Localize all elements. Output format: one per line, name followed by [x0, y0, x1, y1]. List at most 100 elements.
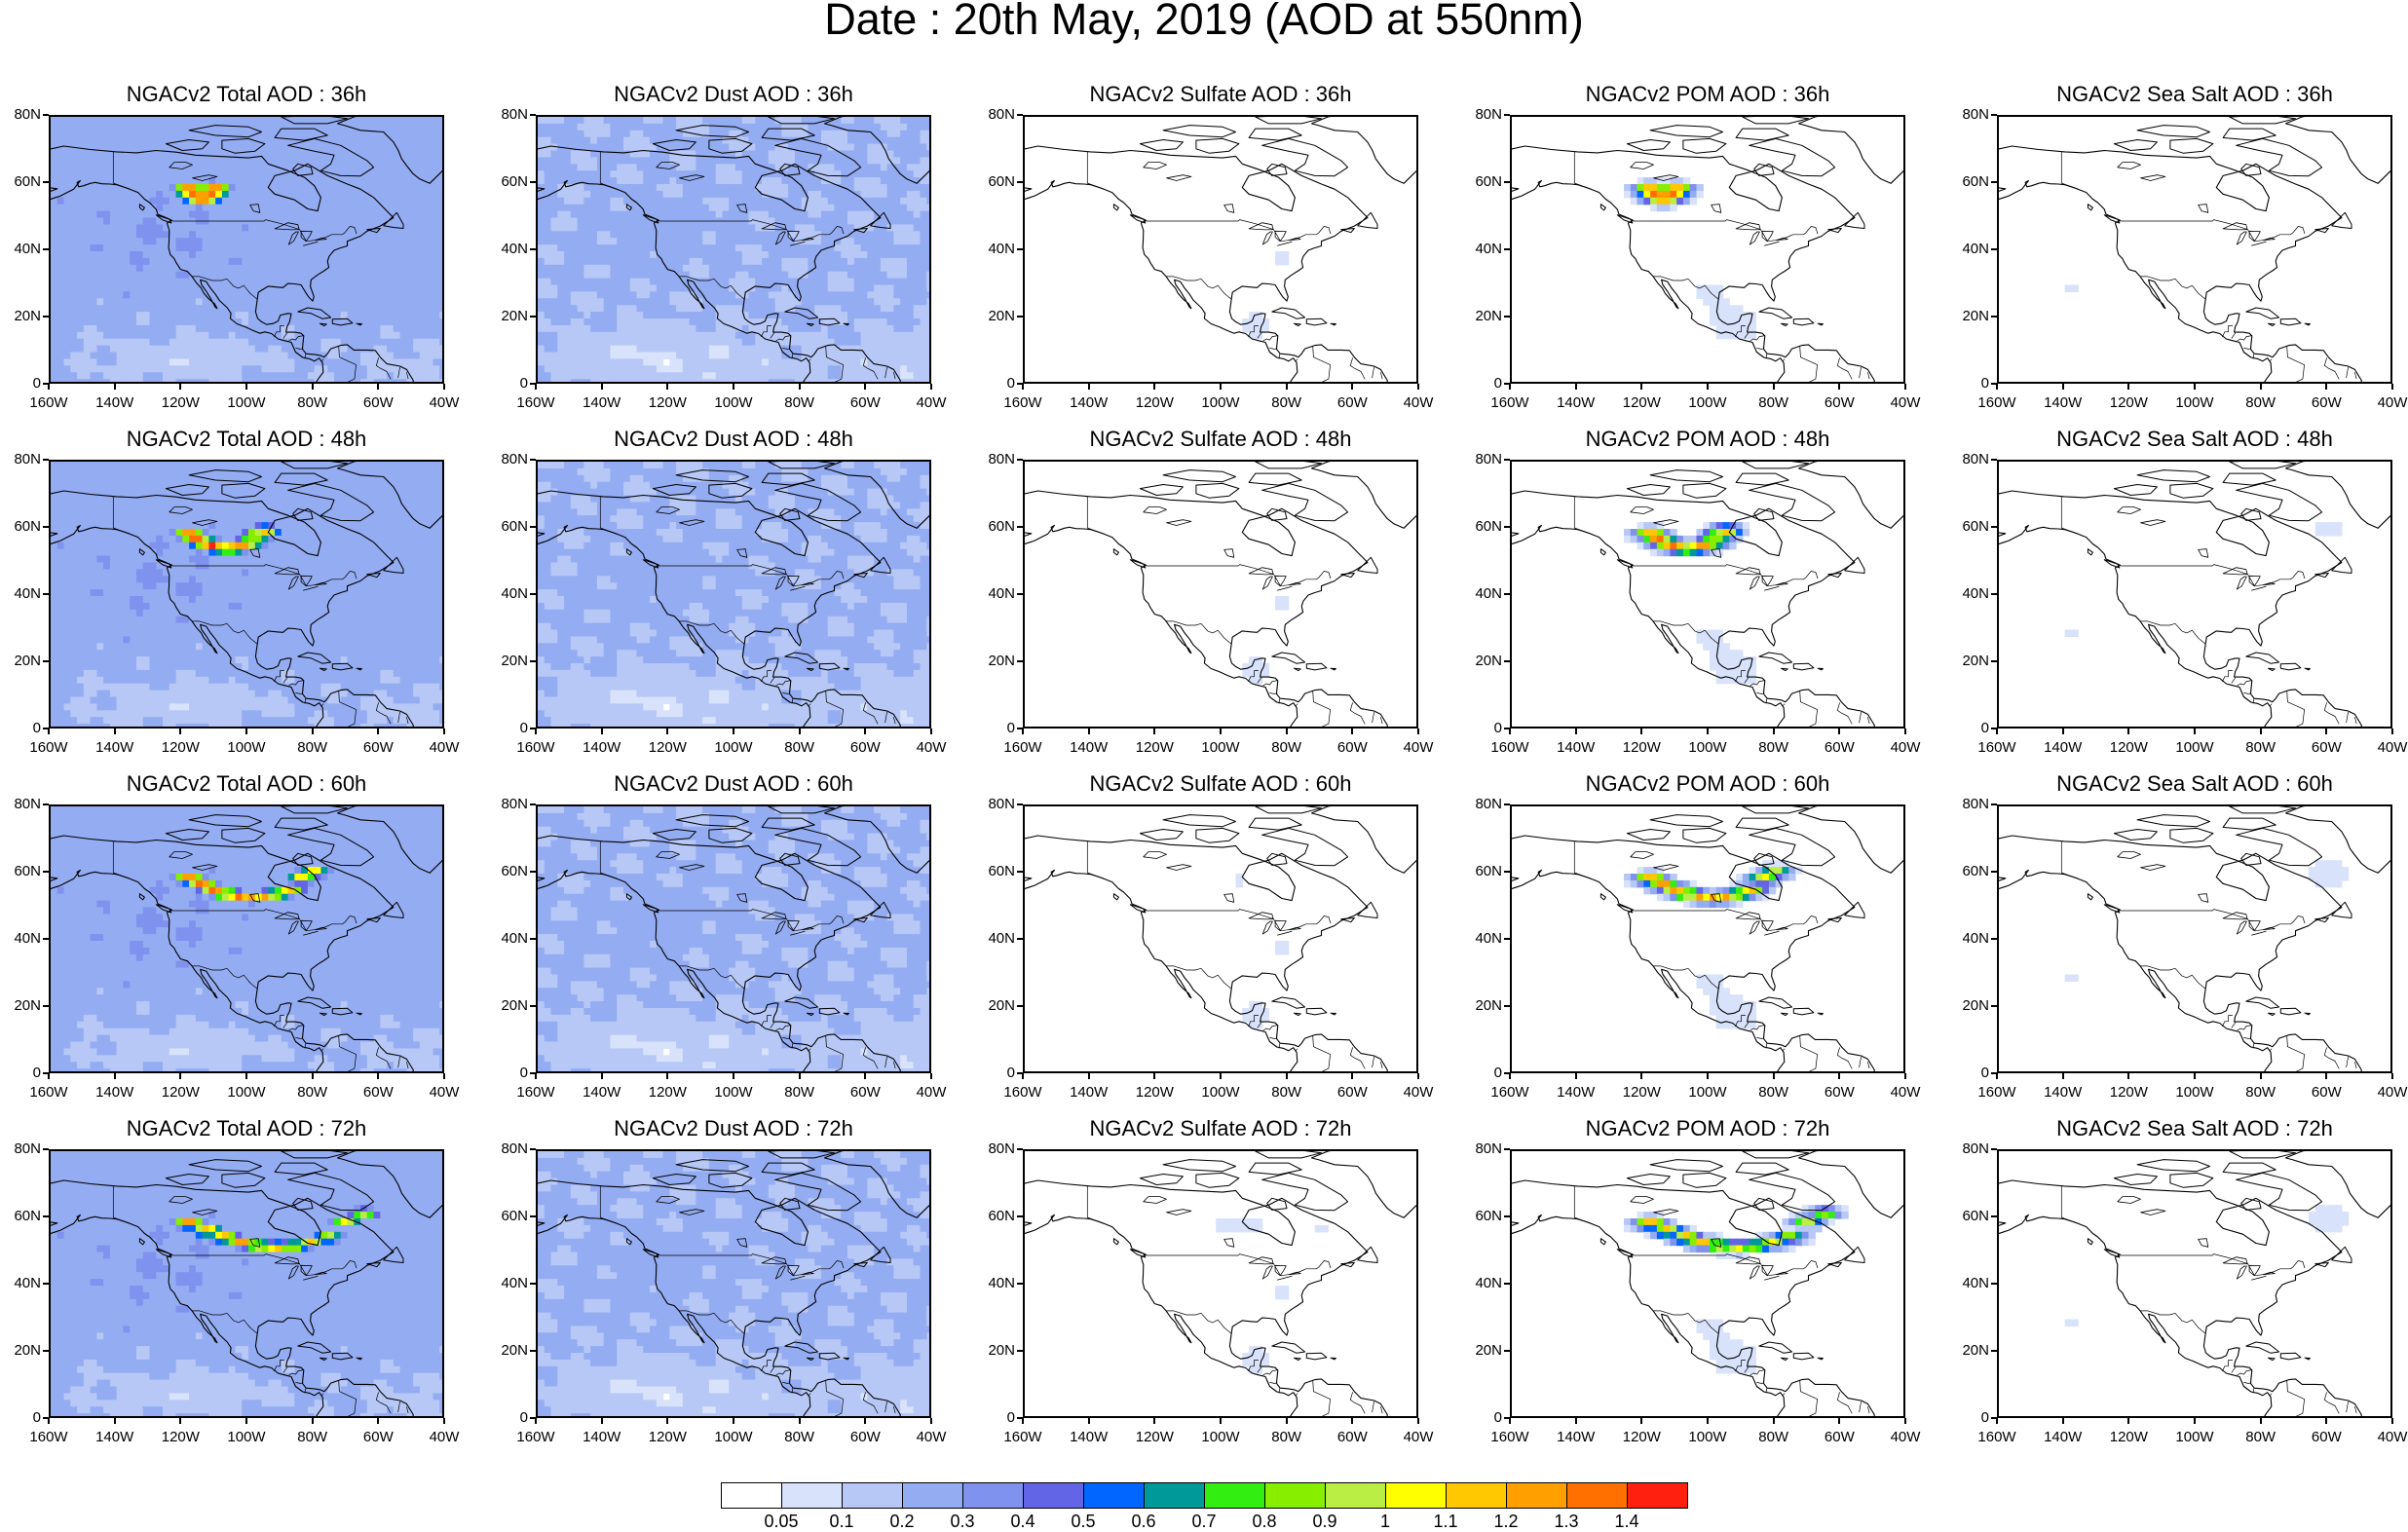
lon-tick — [1153, 1073, 1155, 1079]
island-outline — [1249, 129, 1301, 140]
lon-tick-label: 100W — [1678, 740, 1737, 756]
lon-tick — [1707, 1073, 1709, 1079]
lat-tick-label: 40N — [485, 586, 528, 602]
coastline — [1999, 146, 2361, 384]
lon-tick-label: 120W — [1125, 1085, 1184, 1101]
island-outline — [2137, 470, 2209, 482]
island-outline — [2332, 902, 2352, 917]
country-border — [1867, 1406, 1869, 1413]
lon-tick — [312, 384, 314, 390]
lake-outline — [1167, 520, 1191, 526]
lon-tick-label: 80W — [283, 1085, 342, 1101]
lake-outline — [1144, 1197, 1167, 1204]
lon-tick — [114, 384, 116, 390]
lat-tick-label: 40N — [485, 1276, 528, 1291]
lat-tick-label: 40N — [0, 1276, 41, 1291]
island-outline — [2305, 323, 2310, 325]
lon-tick — [1838, 384, 1840, 390]
country-border — [1574, 497, 1584, 532]
country-border — [1867, 1062, 1869, 1068]
lat-tick — [1504, 316, 1510, 318]
country-border — [1756, 1382, 1763, 1383]
lat-tick-label: 20N — [1946, 998, 1989, 1014]
lake-outline — [1278, 931, 1293, 935]
map-plot — [49, 460, 444, 729]
island-outline — [1140, 830, 1183, 841]
lon-tick — [1575, 384, 1577, 390]
aod-map — [1512, 1151, 1905, 1418]
lake-outline — [1262, 577, 1272, 589]
island-outline — [1196, 1173, 1239, 1187]
island-outline — [1262, 483, 1348, 520]
lat-tick — [530, 526, 536, 528]
country-border — [1756, 1037, 1763, 1038]
lon-tick — [1838, 1418, 1840, 1424]
lat-tick — [530, 593, 536, 595]
lon-tick — [1707, 729, 1709, 734]
island-outline — [1256, 806, 1322, 813]
lat-tick — [530, 803, 536, 805]
lake-outline — [1631, 163, 1654, 169]
lon-tick-label: 100W — [217, 740, 276, 756]
country-border — [2287, 346, 2305, 384]
lon-tick — [2260, 1418, 2262, 1424]
lat-tick — [43, 248, 49, 250]
lon-tick — [799, 729, 801, 734]
island-outline — [1793, 663, 1814, 670]
lake-outline — [2199, 205, 2208, 213]
lon-tick-label: 140W — [573, 1085, 631, 1101]
lon-tick-label: 60W — [836, 1430, 894, 1445]
island-outline — [1272, 653, 1305, 663]
island-outline — [1793, 318, 1814, 325]
country-border — [2270, 704, 2272, 707]
lon-tick-label: 160W — [994, 1085, 1052, 1101]
lat-tick — [530, 938, 536, 940]
colorbar-swatch — [962, 1482, 1024, 1509]
colorbar-label: 0.8 — [1235, 1512, 1294, 1532]
lon-tick — [864, 729, 866, 734]
island-outline — [1331, 1013, 1336, 1015]
lon-tick-label: 40W — [2363, 740, 2408, 756]
lon-tick — [312, 1073, 314, 1079]
lon-tick — [245, 1073, 247, 1079]
lat-tick — [1504, 593, 1510, 595]
lon-tick — [245, 384, 247, 390]
lon-tick-label: 60W — [836, 1085, 894, 1101]
island-outline — [1331, 668, 1336, 670]
country-border — [1860, 1401, 1862, 1412]
island-outline — [1262, 138, 1348, 175]
lon-tick-label: 80W — [2232, 1430, 2290, 1445]
map-plot — [536, 115, 931, 384]
lat-tick — [43, 1005, 49, 1007]
lake-outline — [1762, 231, 1773, 241]
lat-tick-label: 40N — [1459, 242, 1502, 257]
lat-tick-label: 80N — [1459, 452, 1502, 467]
lat-tick — [1504, 1283, 1510, 1285]
lon-tick — [1640, 729, 1642, 734]
island-outline — [1113, 894, 1118, 900]
lake-outline — [1765, 586, 1780, 590]
map-plot — [536, 804, 931, 1073]
lake-outline — [2252, 1276, 2267, 1280]
coastline — [1512, 1189, 1519, 1237]
country-border — [1313, 1380, 1331, 1418]
lat-tick — [1017, 316, 1023, 318]
lat-tick-label: 80N — [0, 1141, 41, 1157]
lat-tick-label: 60N — [485, 519, 528, 535]
lon-tick-label: 80W — [771, 395, 829, 411]
panel-title: NGACv2 Sulfate AOD : 72h — [1023, 1116, 1418, 1141]
lon-tick-label: 140W — [573, 395, 631, 411]
aod-map — [1999, 117, 2392, 384]
aod-map — [1025, 117, 1418, 384]
lon-tick-label: 120W — [151, 395, 209, 411]
lon-tick — [1220, 384, 1222, 390]
lon-tick-label: 40W — [415, 1430, 473, 1445]
lon-tick-label: 140W — [86, 740, 144, 756]
lon-tick-label: 40W — [415, 740, 473, 756]
island-outline — [1627, 140, 1670, 151]
coastline — [1512, 836, 1874, 1073]
lon-tick — [179, 1073, 181, 1079]
country-border — [2232, 333, 2236, 339]
